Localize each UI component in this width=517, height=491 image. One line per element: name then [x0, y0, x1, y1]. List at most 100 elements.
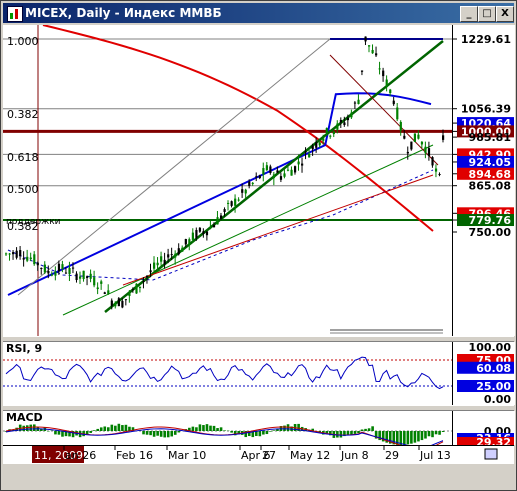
macd-histogram-bar	[107, 427, 110, 431]
candle-body	[163, 259, 166, 265]
candle-body	[367, 45, 371, 47]
candle-body	[181, 247, 184, 252]
date-cursor-bg	[32, 446, 84, 463]
trendline-red	[122, 174, 434, 286]
candle-body	[114, 302, 117, 307]
macd-histogram-bar	[258, 431, 262, 437]
macd-histogram-bar	[325, 431, 329, 434]
candle-body	[343, 122, 346, 126]
rsi-tick-label: 0.00	[484, 393, 511, 405]
close-button[interactable]: X	[496, 6, 514, 22]
candle-body	[33, 254, 36, 265]
date-label: Mar 10	[168, 449, 206, 462]
time-axis[interactable]: 11, 2009 an 26 Feb 16 Mar 10 Apr 6 27 May 12 Ju…	[3, 445, 514, 464]
candle-body	[385, 79, 388, 88]
panel-separator-2[interactable]	[3, 405, 514, 411]
candle-body	[68, 268, 71, 275]
macd-histogram-bar	[212, 425, 216, 431]
candle-body	[382, 70, 385, 77]
macd-histogram-bar	[166, 431, 170, 438]
macd-histogram-bar	[399, 431, 403, 445]
window-title: MICEX, Daily - Индекс ММВБ	[25, 6, 222, 20]
macd-histogram-bar	[385, 431, 389, 443]
panel-separator[interactable]	[3, 336, 514, 342]
macd-histogram-bar	[403, 431, 406, 445]
macd-histogram-bar	[216, 428, 219, 431]
macd-histogram-bar	[121, 425, 124, 431]
price-tick-label: 924.05	[469, 156, 511, 169]
candle-body	[61, 264, 64, 269]
macd-histogram-bar	[378, 431, 381, 441]
macd-histogram-bar	[124, 424, 128, 431]
candle-body	[375, 53, 378, 56]
candle-body	[142, 281, 145, 283]
candle-body	[237, 199, 240, 201]
macd-histogram-bar	[159, 431, 163, 437]
price-chart-panel[interactable]: 1.000 0.382 0.618 0.500 0.382 поддержки	[3, 25, 452, 336]
candle-body	[293, 166, 297, 173]
macd-scale[interactable]: 0.0023.1629.32	[452, 411, 515, 449]
price-scale[interactable]: 1229.61 1056.39 1020.64 1000.00 985.81 942.90…	[452, 25, 515, 336]
price-tick-label: 865.08	[469, 180, 511, 193]
macd-histogram-bar	[170, 431, 174, 437]
macd-histogram-bar	[195, 427, 198, 431]
chart-app-icon[interactable]	[7, 6, 23, 22]
macd-histogram-bar	[431, 431, 434, 438]
macd-histogram-bar	[71, 431, 75, 438]
candle-body	[195, 230, 198, 238]
date-label: Jul 13	[419, 449, 451, 462]
candle-body	[311, 145, 314, 150]
rsi-tick-label: 100.00	[469, 342, 512, 354]
candle-body	[442, 135, 445, 140]
macd-histogram-bar	[117, 423, 121, 431]
macd-label: MACD	[6, 411, 43, 424]
candle-body	[19, 250, 22, 257]
macd-histogram-bar	[244, 431, 248, 438]
candle-body	[325, 128, 328, 134]
rsi-panel[interactable]: RSI, 9	[3, 342, 452, 405]
macd-histogram-bar	[22, 425, 26, 431]
moving-average-blue	[7, 92, 432, 296]
macd-histogram-bar	[89, 431, 92, 433]
price-scale-labels: 1229.611056.391020.641000.00985.81942.90…	[453, 33, 514, 239]
macd-histogram-bar	[410, 431, 413, 444]
candle-body	[131, 289, 135, 291]
candle-body	[174, 253, 177, 258]
maximize-button[interactable]: □	[478, 6, 496, 22]
macd-histogram-bar	[343, 431, 346, 437]
candle-body	[417, 134, 420, 139]
candle-body	[12, 252, 15, 255]
macd-panel[interactable]: MACD	[3, 411, 452, 454]
candle-body	[413, 133, 417, 142]
candle-body	[202, 231, 205, 235]
macd-histogram-bar	[99, 427, 103, 431]
candle-body	[145, 275, 149, 278]
macd-tick-bg	[457, 437, 514, 447]
candle-body	[396, 107, 399, 120]
candle-body	[389, 89, 392, 94]
candle-body	[378, 68, 381, 70]
candle-body	[22, 258, 25, 260]
macd-histogram-bar	[434, 431, 438, 435]
rsi-tick-label: 60.08	[476, 362, 511, 375]
candle-body	[188, 239, 191, 245]
macd-histogram-bar	[128, 426, 131, 431]
candle-body	[160, 256, 163, 262]
macd-histogram-bar	[54, 431, 57, 435]
candle-body	[29, 257, 32, 260]
title-bar[interactable]: MICEX, Daily - Индекс ММВБ _ □ X	[3, 3, 514, 23]
rsi-tick-bg	[457, 361, 514, 374]
candle-body	[357, 99, 360, 104]
macd-histogram-bar	[209, 425, 212, 431]
date-label: May 12	[290, 449, 330, 462]
rsi-scale[interactable]: 100.00 75.00 60.08 25.00 0.00	[452, 341, 515, 406]
macd-histogram-bar	[152, 431, 156, 437]
minimize-button[interactable]: _	[460, 6, 478, 22]
macd-histogram-bar	[350, 431, 353, 435]
macd-line	[5, 428, 444, 450]
candle-body	[438, 174, 441, 176]
candle-body	[57, 263, 61, 272]
